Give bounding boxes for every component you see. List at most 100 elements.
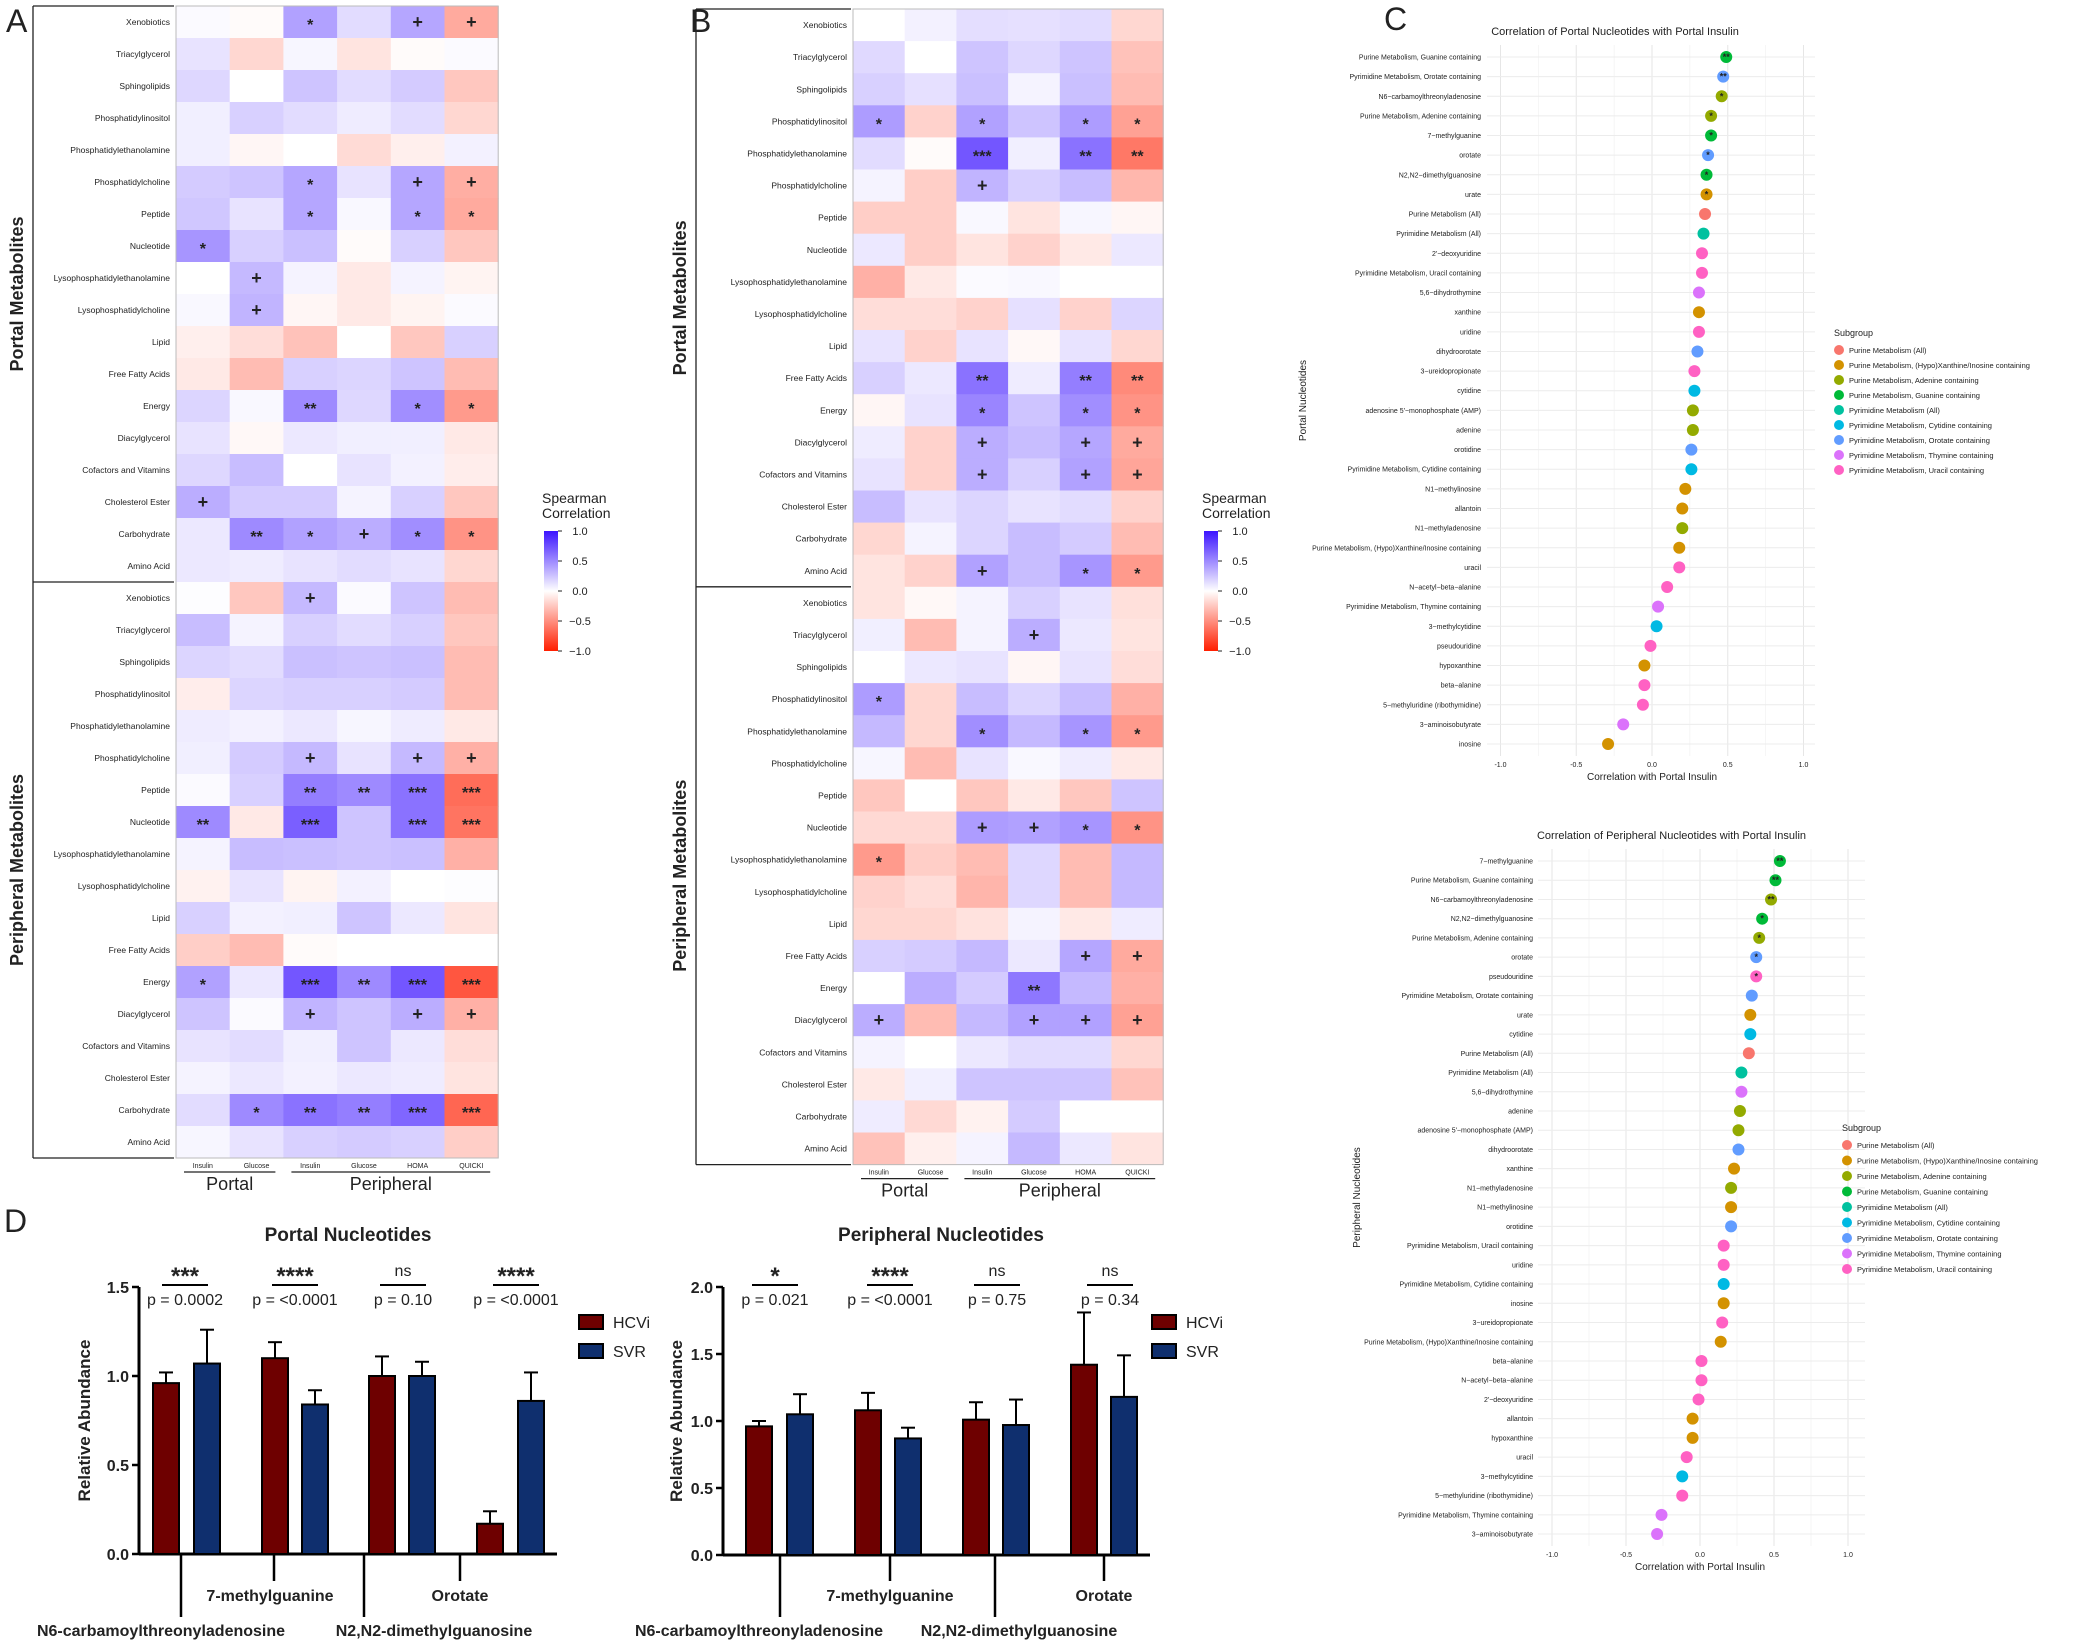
legend-swatch <box>1842 1186 1852 1197</box>
heatmap-cell <box>176 870 231 903</box>
significance-mark: * <box>1705 170 1709 180</box>
y-tick-label: pseudouridine <box>1437 643 1481 650</box>
colorbar <box>544 531 558 651</box>
heatmap-cell <box>337 454 392 487</box>
heatmap-column-label: HOMA <box>407 1163 428 1170</box>
heatmap-cell <box>1111 586 1164 620</box>
category-label: N2,N2-dimethylguanosine <box>336 1623 533 1640</box>
heatmap-row-label: Phosphatidylinositol <box>95 113 170 123</box>
significance-mark: ** <box>304 785 317 802</box>
heatmap-cell <box>853 779 906 812</box>
heatmap-cell <box>229 326 284 359</box>
heatmap-cell <box>444 38 499 71</box>
heatmap-cell <box>956 1068 1009 1101</box>
y-tick-label: Purine Metabolism, Adenine containing <box>1412 935 1533 942</box>
heatmap-cell <box>853 618 906 652</box>
heatmap-row-label: Phosphatidylcholine <box>771 181 847 191</box>
heatmap-cell <box>1059 1100 1112 1133</box>
legend-label: Pyrimidine Metabolism, Cytidine containi… <box>1857 1219 2000 1228</box>
heatmap-column-label: Insulin <box>869 1170 889 1177</box>
significance-mark: * <box>1706 150 1710 160</box>
heatmap-cell <box>853 105 906 138</box>
heatmap-cell <box>904 1068 957 1101</box>
heatmap-cell <box>1008 105 1061 138</box>
bar <box>745 1425 773 1556</box>
heatmap-cell <box>229 38 284 71</box>
significance-mark: *** <box>301 817 320 834</box>
legend-swatch <box>1151 1343 1177 1359</box>
significance-mark: * <box>1083 726 1090 743</box>
legend-swatch <box>1834 345 1844 355</box>
y-tick-label: 5,6−dihydrothymine <box>1472 1089 1533 1096</box>
heatmap-cell <box>904 169 957 203</box>
heatmap-cell <box>1008 9 1061 42</box>
heatmap-cell <box>1059 1004 1112 1037</box>
heatmap-cell <box>904 201 957 235</box>
heatmap-cell <box>956 426 1009 459</box>
data-point <box>1733 1104 1746 1117</box>
heatmap-cell <box>1008 586 1061 620</box>
y-tick-label: 3−aminoisobutyrate <box>1420 722 1481 729</box>
y-tick-label: Pyrimidine Metabolism, Thymine containin… <box>1398 1512 1533 1519</box>
heatmap-cell <box>956 843 1009 877</box>
heatmap-cell <box>390 966 445 999</box>
heatmap-row-label: Sphingolipids <box>119 81 170 91</box>
x-tick-label: -1.0 <box>1494 762 1506 769</box>
heatmap-cell <box>337 966 392 999</box>
significance-mark: * <box>1134 405 1141 422</box>
heatmap-cell <box>956 297 1009 331</box>
data-point <box>1720 51 1733 63</box>
heatmap-cell <box>176 262 231 295</box>
heatmap-cell <box>390 902 445 935</box>
p-value-label: p = 0.34 <box>1081 1292 1139 1309</box>
heatmap-cell <box>956 875 1009 909</box>
heatmap-cell <box>853 715 906 748</box>
heatmap-cell <box>956 554 1009 588</box>
heatmap-cell <box>956 169 1009 203</box>
heatmap-cell <box>1059 1036 1112 1069</box>
column-group-label: Peripheral <box>350 1174 432 1194</box>
y-tick-label: adenine <box>1508 1108 1533 1115</box>
significance-mark: + <box>1029 1010 1040 1030</box>
y-tick-label: 1.0 <box>691 1414 713 1431</box>
heatmap-cell <box>1008 779 1061 812</box>
heatmap-cell <box>1111 972 1164 1005</box>
heatmap-cell <box>337 294 392 327</box>
heatmap-cell <box>229 550 284 583</box>
heatmap-row-label: Sphingolipids <box>796 84 847 94</box>
legend-label: Purine Metabolism, Guanine containing <box>1857 1188 1988 1197</box>
heatmap-cell <box>1111 1036 1164 1069</box>
heatmap-cell <box>853 394 906 427</box>
heatmap-cell <box>283 1094 338 1127</box>
y-tick-label: inosine <box>1459 742 1481 749</box>
significance-mark: * <box>307 177 314 194</box>
data-point <box>1692 1393 1705 1406</box>
heatmap-cell <box>853 9 906 42</box>
significance-mark: * <box>979 726 986 743</box>
heatmap-cell <box>229 230 284 263</box>
heatmap-cell <box>390 326 445 359</box>
heatmap-cell <box>337 1126 392 1159</box>
significance-mark: + <box>1132 1010 1143 1030</box>
heatmap-cell <box>176 294 231 327</box>
heatmap-cell <box>444 838 499 871</box>
heatmap-cell <box>1111 233 1164 267</box>
legend-label: Purine Metabolism, Adenine containing <box>1857 1172 1987 1181</box>
panel-label-b: B <box>690 3 711 39</box>
heatmap-row-label: Carbohydrate <box>795 1111 847 1121</box>
heatmap-cell <box>1111 297 1164 331</box>
legend-swatch <box>1834 420 1844 430</box>
heatmap-cell <box>956 522 1009 556</box>
legend-swatch <box>1834 360 1844 370</box>
heatmap-cell <box>176 102 231 135</box>
data-point <box>1705 109 1718 122</box>
y-tick-label: adenine <box>1456 427 1481 434</box>
heatmap-cell <box>1111 265 1164 299</box>
heatmap-cell <box>176 550 231 583</box>
heatmap-row-label: Triacylglycerol <box>116 49 170 59</box>
heatmap-row-label: Lysophosphatidylethanolamine <box>54 273 171 283</box>
heatmap-cell <box>390 550 445 583</box>
heatmap-cell <box>390 6 445 39</box>
heatmap-cell <box>337 1094 392 1127</box>
significance-mark: * <box>876 855 883 872</box>
